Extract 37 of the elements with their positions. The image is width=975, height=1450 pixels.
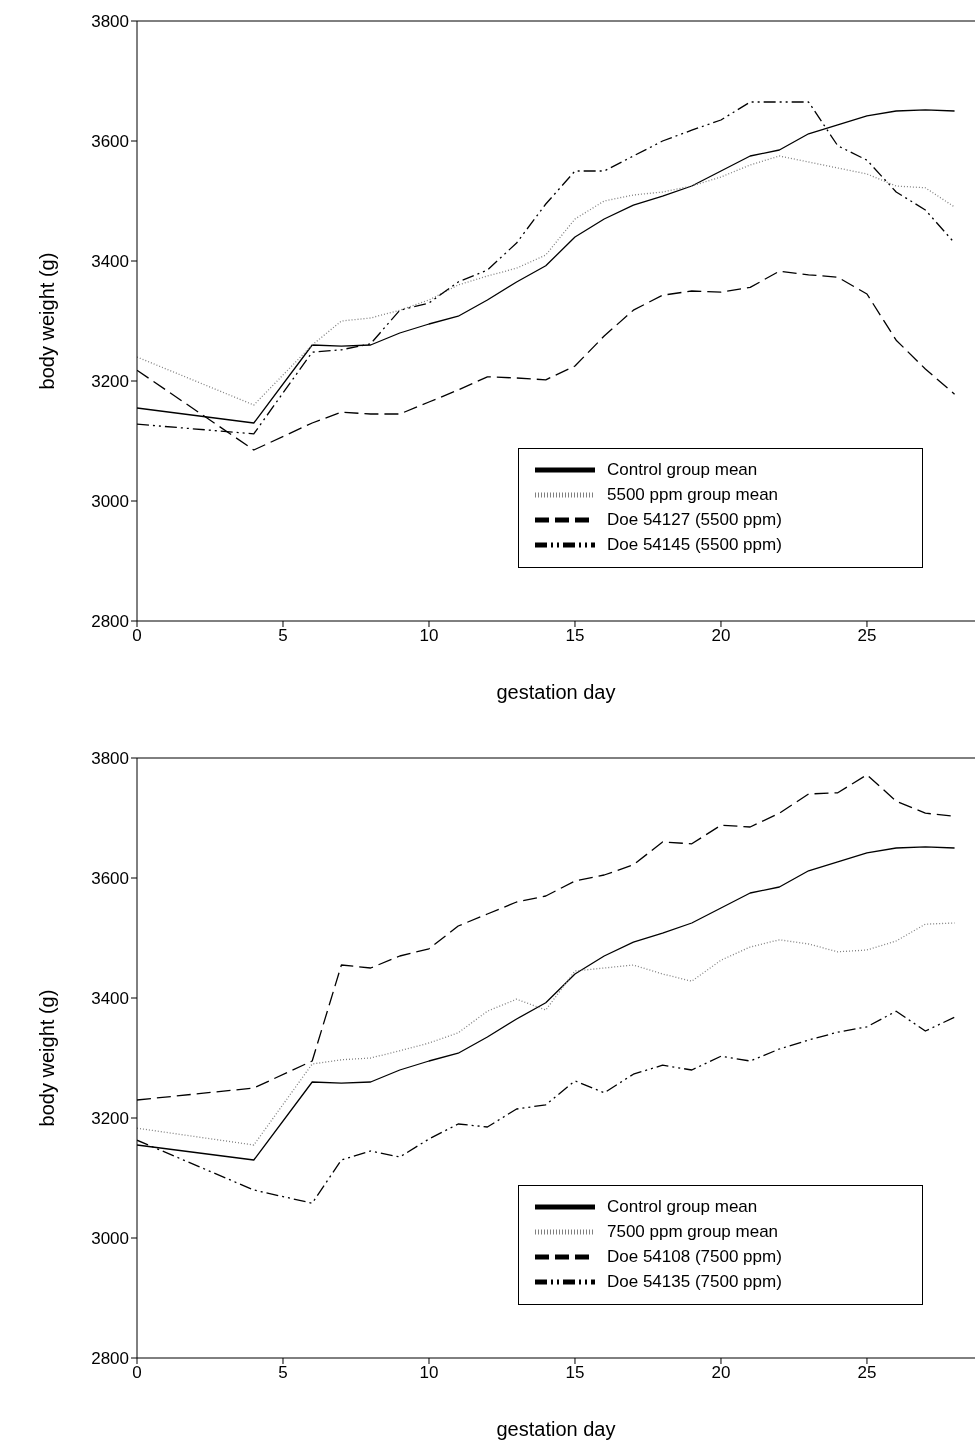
legend-label: Doe 54127 (5500 ppm) — [607, 509, 782, 529]
legend-label: Doe 54135 (7500 ppm) — [607, 1271, 782, 1291]
x-tick-label: 0 — [132, 1363, 142, 1383]
y-tick-label: 3400 — [91, 989, 129, 1009]
legend-label: 7500 ppm group mean — [607, 1221, 779, 1241]
x-tick-label: 20 — [711, 626, 731, 646]
x-tick-label: 5 — [278, 626, 288, 646]
line-series — [137, 922, 956, 1146]
x-tick-label: 15 — [565, 1363, 585, 1383]
y-axis-title: body weight (g) — [36, 989, 59, 1127]
x-tick-label: 20 — [711, 1363, 731, 1383]
y-axis-title: body weight (g) — [36, 252, 59, 390]
x-axis-title: gestation day — [496, 1418, 616, 1440]
y-tick-label: 2800 — [91, 1349, 129, 1369]
x-tick-label: 5 — [278, 1363, 288, 1383]
x-tick-label: 25 — [857, 1363, 877, 1383]
x-tick-label: 25 — [857, 626, 877, 646]
x-tick-label: 10 — [419, 1363, 439, 1383]
x-axis-title: gestation day — [496, 681, 616, 703]
y-tick-label: 3000 — [91, 1229, 129, 1249]
legend-label: Control group mean — [607, 459, 758, 479]
x-tick-label: 15 — [565, 626, 585, 646]
y-tick-label: 3200 — [91, 1109, 129, 1129]
y-tick-label: 3600 — [91, 132, 129, 152]
x-tick-label: 10 — [419, 626, 439, 646]
y-tick-label: 3800 — [91, 12, 129, 32]
legend-label: 5500 ppm group mean — [607, 484, 779, 504]
y-tick-label: 3000 — [91, 492, 129, 512]
y-tick-label: 3200 — [91, 372, 129, 392]
legend-label: Doe 54108 (7500 ppm) — [607, 1246, 782, 1266]
legend-label: Control group mean — [607, 1196, 758, 1216]
y-tick-label: 3800 — [91, 749, 129, 769]
x-tick-label: 0 — [132, 626, 142, 646]
y-tick-label: 3600 — [91, 869, 129, 889]
y-tick-label: 2800 — [91, 612, 129, 632]
legend-label: Doe 54145 (5500 ppm) — [607, 534, 782, 554]
y-tick-label: 3400 — [91, 252, 129, 272]
